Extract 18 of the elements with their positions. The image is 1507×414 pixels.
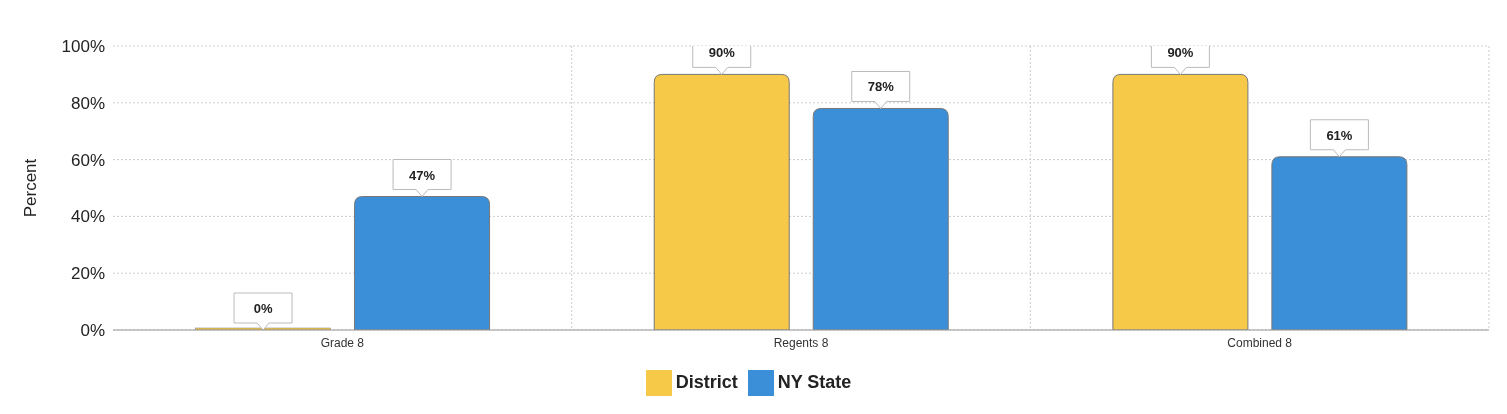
data-label: 47% bbox=[409, 167, 436, 183]
x-tick-label: Grade 8 bbox=[320, 335, 365, 350]
y-tick-label: 60% bbox=[70, 150, 105, 170]
y-tick-label: 100% bbox=[61, 37, 105, 57]
y-tick-label: 80% bbox=[70, 93, 105, 113]
y-tick-label: 0% bbox=[80, 321, 105, 341]
y-tick-label: 20% bbox=[70, 264, 105, 284]
legend-label: NY State bbox=[777, 371, 852, 392]
data-label: 90% bbox=[1167, 45, 1194, 61]
data-label: 78% bbox=[867, 79, 895, 95]
x-tick-label: Regents 8 bbox=[773, 335, 829, 350]
y-axis-title: Percent bbox=[21, 158, 41, 218]
data-label: 90% bbox=[708, 45, 736, 61]
legend-label: District bbox=[675, 371, 738, 392]
data-label: 61% bbox=[1326, 127, 1353, 143]
y-tick-label: 40% bbox=[70, 207, 105, 227]
data-label: 0% bbox=[253, 301, 273, 316]
x-tick-label: Combined 8 bbox=[1227, 335, 1293, 350]
